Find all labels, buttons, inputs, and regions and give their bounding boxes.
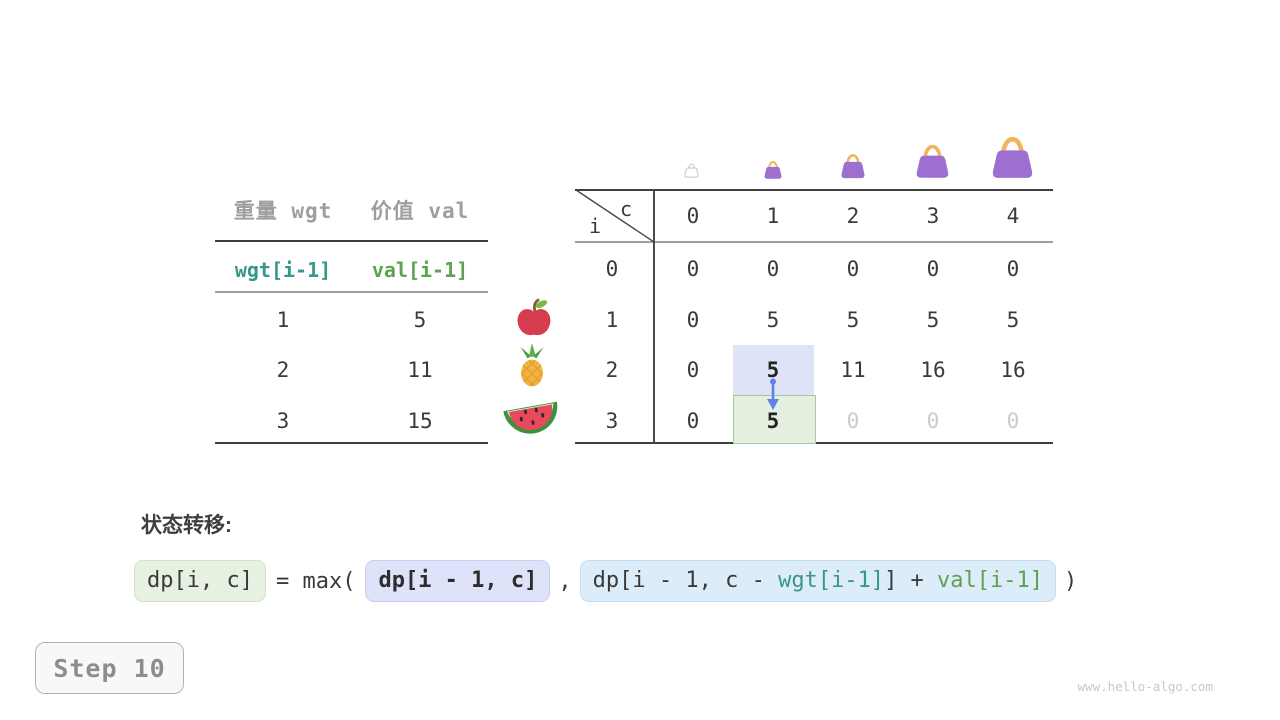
dp-row-header-3: 3 (605, 409, 619, 433)
dp-cell-2-1-source: 5 (766, 358, 780, 382)
item-weight-3: 3 (276, 409, 290, 433)
dp-cell-0-1: 0 (766, 257, 780, 281)
formula-arg2-pill: dp[i - 1, c - wgt[i-1]] + val[i-1] (579, 560, 1057, 602)
dp-col-header-4: 4 (1006, 204, 1020, 228)
formula-comma: , (558, 568, 572, 594)
formula-arg2-wgt: wgt[i-1] (778, 568, 885, 593)
dp-table-header-rule (575, 241, 1053, 243)
item-weight-2: 2 (276, 358, 290, 382)
dp-corner-row-var: i (589, 214, 602, 238)
item-table-header-value: 价值 val (370, 199, 470, 223)
formula-arg1-pill: dp[i - 1, c] (365, 560, 551, 602)
item-value-2: 11 (407, 358, 433, 382)
formula-lhs-pill: dp[i, c] (134, 560, 266, 602)
apple-icon (517, 298, 551, 336)
dp-cell-1-2: 5 (846, 308, 860, 332)
item-value-3: 15 (407, 409, 433, 433)
dp-cell-1-0: 0 (686, 308, 700, 332)
step-badge-label: Step 10 (53, 653, 166, 683)
dp-cell-0-3: 0 (926, 257, 940, 281)
dp-row-header-0: 0 (605, 257, 619, 281)
dp-cell-3-2: 0 (846, 409, 860, 433)
dp-row-header-1: 1 (605, 308, 619, 332)
dp-col-header-3: 3 (926, 204, 940, 228)
item-table-header-weight: 重量 wgt (233, 199, 333, 223)
dp-table-top-rule (575, 189, 1053, 191)
bag-capacity-4-icon (992, 136, 1033, 178)
dp-cell-3-1-target: 5 (766, 409, 780, 433)
formula-close-paren: ) (1064, 568, 1078, 594)
item-table-bottom-rule (215, 442, 488, 444)
item-weight-1: 1 (276, 308, 290, 332)
pineapple-icon (520, 343, 544, 387)
dp-cell-2-3: 16 (920, 358, 946, 382)
watermark: www.hello-algo.com (1077, 679, 1213, 694)
state-transition-formula: dp[i, c] = max( dp[i - 1, c] , dp[i - 1,… (134, 560, 1077, 602)
item-table-top-rule (215, 240, 488, 242)
dp-row-header-2: 2 (605, 358, 619, 382)
item-table-mid-rule (215, 291, 488, 293)
item-table-index-weight: wgt[i-1] (234, 258, 332, 282)
dp-cell-3-4: 0 (1006, 409, 1020, 433)
dp-cell-1-4: 5 (1006, 308, 1020, 332)
dp-col-header-0: 0 (686, 204, 700, 228)
dp-cell-1-3: 5 (926, 308, 940, 332)
formula-arg2-mid: ] + (884, 568, 938, 593)
formula-eq-max: = max( (275, 568, 356, 594)
dp-cell-0-4: 0 (1006, 257, 1020, 281)
dp-cell-3-0: 0 (686, 409, 700, 433)
dp-cell-2-0: 0 (686, 358, 700, 382)
bag-capacity-0-ghost-icon (684, 163, 699, 178)
step-badge: Step 10 (35, 642, 184, 694)
transition-arrow-icon (767, 378, 779, 410)
dp-cell-0-2: 0 (846, 257, 860, 281)
bag-capacity-2-icon (841, 153, 865, 179)
dp-cell-0-0: 0 (686, 257, 700, 281)
formula-label: 状态转移: (141, 514, 232, 537)
bag-capacity-1-icon (764, 161, 782, 179)
watermelon-icon (503, 401, 558, 434)
formula-arg2-pre: dp[i - 1, c - (592, 568, 779, 593)
dp-col-header-1: 1 (766, 204, 780, 228)
dp-cell-1-1: 5 (766, 308, 780, 332)
bag-capacity-3-icon (916, 144, 949, 178)
dp-cell-2-4: 16 (1000, 358, 1026, 382)
dp-col-header-2: 2 (846, 204, 860, 228)
formula-arg2-val: val[i-1] (937, 568, 1044, 593)
dp-table-vertical-rule (653, 189, 655, 443)
item-value-1: 5 (413, 308, 427, 332)
dp-cell-3-3: 0 (926, 409, 940, 433)
item-table-index-value: val[i-1] (371, 258, 469, 282)
dp-corner-col-var: c (620, 197, 633, 221)
dp-cell-2-2: 11 (840, 358, 866, 382)
dp-table-corner-diagonal (575, 189, 655, 243)
